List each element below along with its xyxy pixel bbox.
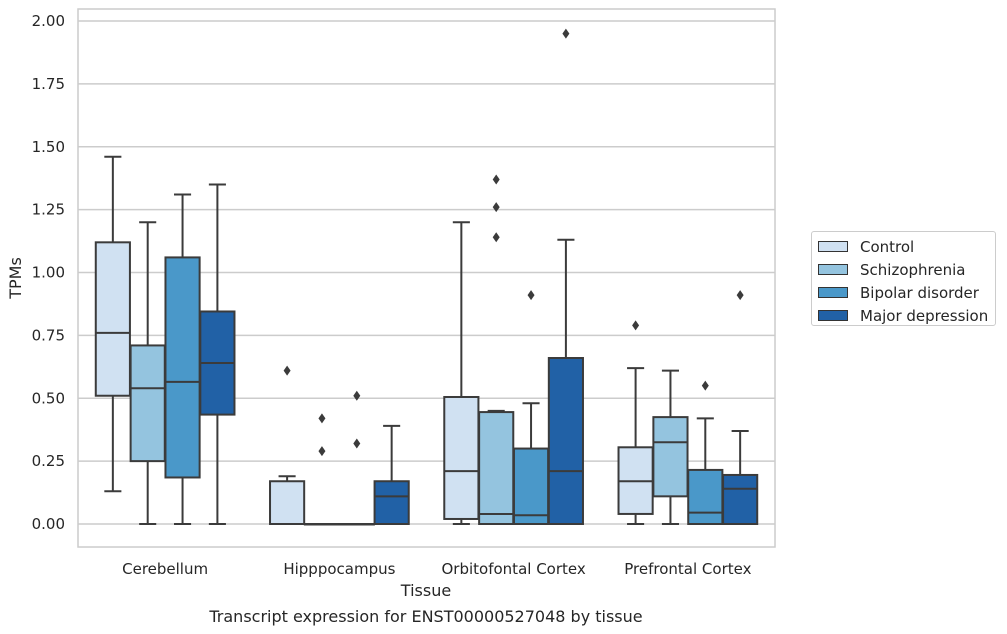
x-tick-label: Hipppocampus: [283, 560, 395, 578]
plot-frame: [77, 8, 776, 548]
box-element: [512, 290, 550, 525]
box-element: [687, 380, 724, 525]
x-tick-labels: Cerebellum Hipppocampus Orbitofontal Corte…: [122, 560, 751, 578]
legend-item: Major depression: [818, 304, 995, 327]
legend-swatch: [818, 264, 848, 275]
y-axis-label: TPMs: [6, 257, 25, 300]
y-tick-label: 2.00: [32, 12, 65, 30]
box-element: [722, 290, 759, 525]
iqr-box: [129, 344, 166, 463]
outlier-point: [353, 390, 361, 401]
iqr-box: [373, 480, 410, 525]
iqr-box: [722, 473, 759, 525]
box-element: [652, 369, 689, 525]
outlier-point: [492, 232, 500, 243]
y-tick-label: 1.00: [32, 264, 65, 282]
iqr-box: [478, 411, 515, 525]
legend-label: Control: [860, 237, 915, 256]
x-tick-label: Cerebellum: [122, 560, 208, 578]
outlier-point: [701, 380, 709, 391]
iqr-box: [512, 447, 550, 525]
x-tick-label: Orbitofontal Cortex: [442, 560, 586, 578]
y-tick-label: 0.00: [32, 515, 65, 533]
iqr-box: [269, 480, 306, 525]
legend-swatch: [818, 241, 848, 252]
outlier-point: [562, 28, 570, 39]
box-element: [129, 221, 166, 525]
outlier-point: [283, 365, 291, 376]
y-tick-labels: 0.00 0.25 0.50 0.75 1.00 1.25 1.50 1.75 2.00: [32, 12, 65, 533]
box-element: [199, 183, 236, 525]
iqr-box: [547, 357, 584, 526]
legend: Control Schizophrenia Bipolar disorder Majo…: [811, 231, 996, 326]
x-axis-label: Tissue: [400, 581, 451, 600]
box-element: [443, 221, 480, 525]
legend-item: Bipolar disorder: [818, 281, 995, 304]
box-element: [94, 155, 131, 493]
legend-label: Major depression: [860, 306, 989, 325]
legend-swatch: [818, 287, 848, 298]
boxes-group: [94, 28, 759, 526]
box-element: [547, 28, 584, 526]
iqr-box: [94, 241, 131, 397]
iqr-box: [652, 416, 689, 498]
outlier-point: [492, 174, 500, 185]
box-element: [269, 365, 306, 525]
legend-label: Bipolar disorder: [860, 283, 979, 302]
y-tick-label: 1.50: [32, 138, 65, 156]
outlier-point: [527, 290, 535, 301]
box-element: [338, 390, 375, 526]
outlier-point: [318, 413, 326, 424]
outlier-point: [353, 438, 361, 449]
legend-item: Schizophrenia: [818, 258, 995, 281]
box-element: [617, 320, 654, 525]
outlier-point: [318, 446, 326, 457]
y-tick-label: 1.75: [32, 75, 65, 93]
outlier-point: [736, 290, 744, 301]
y-tick-label: 1.25: [32, 201, 65, 219]
y-tick-label: 0.50: [32, 389, 65, 407]
iqr-box: [443, 395, 480, 520]
legend-swatch: [818, 310, 848, 321]
legend-label: Schizophrenia: [860, 260, 966, 279]
y-tick-label: 0.25: [32, 452, 65, 470]
box-element: [373, 424, 410, 525]
iqr-box: [164, 256, 201, 479]
box-element: [478, 174, 515, 525]
outlier-point: [632, 320, 640, 331]
x-tick-label: Prefrontal Cortex: [624, 560, 751, 578]
box-element: [164, 193, 201, 525]
outlier-point: [492, 202, 500, 213]
iqr-box: [687, 468, 724, 525]
chart-caption: Transcript expression for ENST0000052704…: [208, 607, 642, 626]
y-tick-label: 0.75: [32, 326, 65, 344]
legend-item: Control: [818, 235, 995, 258]
box-element: [303, 413, 341, 526]
